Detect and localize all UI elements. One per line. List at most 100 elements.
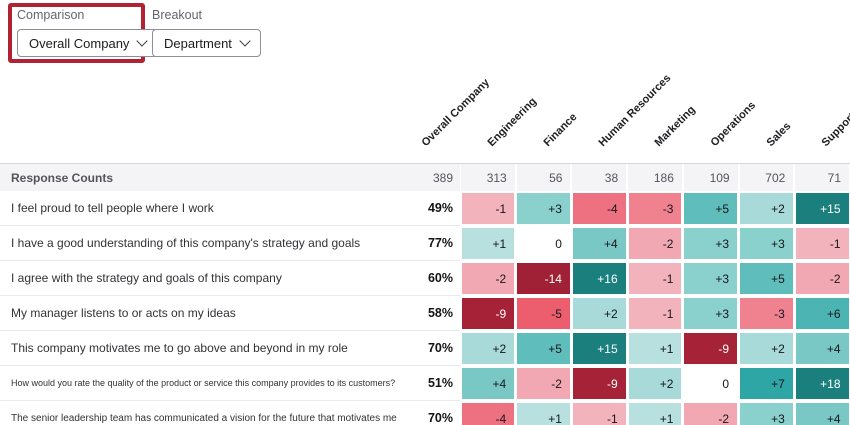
heatmap-cell: -2	[517, 368, 570, 399]
table-row: I have a good understanding of this comp…	[0, 226, 850, 261]
heatmap-cell: -4	[572, 193, 626, 224]
heatmap-cell: +15	[795, 193, 849, 224]
overall-percentage: 77%	[408, 226, 453, 261]
heatmap-cell: -9	[572, 368, 626, 399]
response-counts-row: Response Counts 389 313 56 38 186 109 702 71	[0, 164, 850, 191]
heatmap-cell: +3	[740, 403, 793, 425]
heatmap-cell: +6	[795, 298, 849, 329]
heatmap-cell: +2	[740, 333, 793, 364]
overall-percentage: 58%	[408, 296, 453, 331]
overall-percentage: 49%	[408, 191, 453, 226]
heatmap-cell: +5	[684, 193, 738, 224]
heatmap-cell: -2	[628, 228, 682, 259]
chevron-down-icon	[239, 35, 251, 47]
heatmap-cell: +4	[795, 333, 849, 364]
breakout-label: Breakout	[152, 8, 203, 22]
heatmap-table: Response Counts 389 313 56 38 186 109 702 71 I…	[0, 163, 850, 425]
column-header-support: Support	[819, 110, 850, 149]
response-counts-label: Response Counts	[0, 164, 408, 191]
heatmap-cell: -3	[740, 298, 793, 329]
heatmap-cell: -9	[684, 333, 738, 364]
breakout-control: Breakout Department	[152, 8, 261, 57]
column-header-operations: Operations	[708, 99, 758, 149]
heatmap-cell: +7	[740, 368, 793, 399]
question-label: This company motivates me to go above an…	[0, 331, 408, 366]
comparison-dropdown[interactable]: Overall Company	[17, 29, 159, 57]
heatmap-cell: +3	[740, 228, 793, 259]
response-count-cell: 71	[795, 164, 850, 191]
heatmap-cell: 0	[517, 228, 570, 259]
heatmap-cell: +2	[461, 333, 515, 364]
heatmap-cell: +4	[461, 368, 515, 399]
column-header-sales: Sales	[764, 120, 793, 149]
heatmap-cell: +2	[628, 368, 682, 399]
heatmap-cell: -4	[461, 403, 515, 425]
overall-percentage: 70%	[408, 331, 453, 366]
heatmap-cell: -2	[795, 263, 849, 294]
response-count-cell: 38	[572, 164, 627, 191]
table-row: I feel proud to tell people where I work…	[0, 191, 850, 226]
column-header-overall-company: Overall Company	[419, 76, 492, 149]
table-row: How would you rate the quality of the pr…	[0, 366, 850, 401]
heatmap-cell: -5	[517, 298, 570, 329]
comparison-label: Comparison	[17, 8, 85, 22]
heatmap-cell: +1	[461, 228, 515, 259]
heatmap-cell: -3	[628, 193, 682, 224]
heatmap-cell: -1	[461, 193, 515, 224]
heatmap-cell: -1	[572, 403, 626, 425]
heatmap-cell: +1	[517, 403, 570, 425]
heatmap-cell: +2	[740, 193, 793, 224]
breakout-dropdown-value: Department	[164, 35, 232, 51]
heatmap-cell: +1	[628, 333, 682, 364]
heatmap-cell: +4	[795, 403, 849, 425]
heatmap-cell: -1	[795, 228, 849, 259]
breakout-dropdown[interactable]: Department	[152, 29, 261, 57]
chevron-down-icon	[136, 35, 149, 47]
heatmap-cell: +18	[795, 368, 849, 399]
heatmap-cell: +3	[684, 298, 738, 329]
table-row: My manager listens to or acts on my idea…	[0, 296, 850, 331]
heatmap-cell: +16	[572, 263, 626, 294]
heatmap-cell: -2	[684, 403, 738, 425]
heatmap-cell: +5	[740, 263, 793, 294]
overall-percentage: 51%	[408, 366, 453, 401]
heatmap-cell: +5	[517, 333, 570, 364]
table-row: This company motivates me to go above an…	[0, 331, 850, 366]
heatmap-cell: -9	[461, 298, 515, 329]
response-count-cell: 186	[628, 164, 682, 191]
heatmap-cell: -2	[461, 263, 515, 294]
comparison-control: Comparison Overall Company	[17, 8, 159, 57]
heatmap-cell: +3	[517, 193, 570, 224]
heatmap-cell: +15	[572, 333, 626, 364]
response-count-cell: 109	[683, 164, 738, 191]
comparison-dropdown-value: Overall Company	[29, 35, 130, 51]
column-header-human-resources: Human Resources	[596, 72, 674, 149]
heatmap-cell: +3	[684, 228, 738, 259]
heatmap-cell: -14	[517, 263, 570, 294]
question-label: I have a good understanding of this comp…	[0, 226, 408, 261]
heatmap-cell: +3	[684, 263, 738, 294]
table-row: I agree with the strategy and goals of t…	[0, 261, 850, 296]
overall-percentage: 70%	[408, 401, 453, 425]
heatmap-cell: +1	[628, 403, 682, 425]
heatmap-cell: -1	[628, 263, 682, 294]
question-label: My manager listens to or acts on my idea…	[0, 296, 408, 331]
question-label: The senior leadership team has communica…	[0, 401, 408, 425]
column-header-finance: Finance	[541, 111, 580, 149]
question-label: How would you rate the quality of the pr…	[0, 366, 408, 401]
heatmap-cell: +4	[572, 228, 626, 259]
question-label: I agree with the strategy and goals of t…	[0, 261, 408, 296]
response-count-cell: 702	[739, 164, 794, 191]
column-header-engineering: Engineering	[485, 95, 539, 149]
heatmap-cell: -1	[628, 298, 682, 329]
table-row: The senior leadership team has communica…	[0, 401, 850, 425]
column-header-marketing: Marketing	[652, 103, 698, 149]
heatmap-cell: +2	[572, 298, 626, 329]
overall-percentage: 60%	[408, 261, 453, 296]
response-count-cell: 313	[461, 164, 515, 191]
heatmap-cell: 0	[684, 368, 738, 399]
overall-response-count: 389	[408, 164, 453, 191]
question-label: I feel proud to tell people where I work	[0, 191, 408, 226]
response-count-cell: 56	[516, 164, 571, 191]
